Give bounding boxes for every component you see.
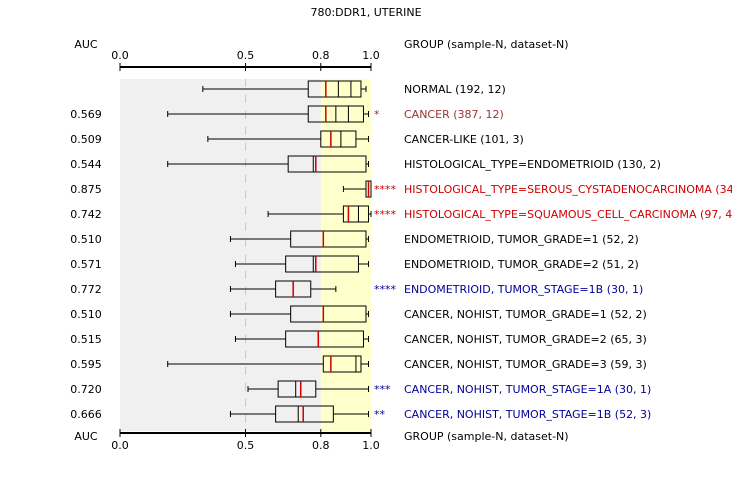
group-label: ENDOMETRIOID, TUMOR_STAGE=1B (30, 1): [404, 283, 643, 296]
group-label: HISTOLOGICAL_TYPE=SQUAMOUS_CELL_CARCINOM…: [404, 208, 732, 221]
box-row: 0.515 CANCER, NOHIST, TUMOR_GRADE=2 (65, …: [70, 330, 647, 348]
auc-value: 0.772: [70, 283, 102, 296]
box: [307, 80, 362, 98]
axis-top: 0.0 0.5 0.8 1.0: [111, 49, 380, 71]
auc-value: 0.875: [70, 183, 102, 196]
group-label: NORMAL (192, 12): [404, 83, 506, 96]
auc-value: 0.595: [70, 358, 102, 371]
box-row: 0.772 **** ENDOMETRIOID, TUMOR_STAGE=1B (3…: [70, 280, 643, 298]
box-row: 0.510 ENDOMETRIOID, TUMOR_GRADE=1 (52, 2): [70, 230, 639, 248]
group-label: ENDOMETRIOID, TUMOR_GRADE=1 (52, 2): [404, 233, 639, 246]
box: [322, 355, 362, 373]
box: [285, 330, 364, 348]
box: [290, 305, 367, 323]
significance-stars: ****: [374, 183, 397, 196]
axis-tick-label: 0.0: [111, 49, 129, 62]
box-row: 0.510 CANCER, NOHIST, TUMOR_GRADE=1 (52, …: [70, 305, 647, 323]
box: [290, 230, 367, 248]
box: [287, 155, 367, 173]
significance-stars: **: [374, 408, 386, 421]
auc-header-bottom: AUC: [74, 430, 98, 443]
axis-tick-label: 0.5: [237, 439, 255, 452]
axis-tick-label: 1.0: [362, 49, 380, 62]
auc-value: 0.510: [70, 233, 102, 246]
axis-tick-label: 0.8: [312, 49, 330, 62]
box-row: 0.875 **** HISTOLOGICAL_TYPE=SEROUS_CYSTAD…: [70, 180, 732, 198]
axis-tick-label: 0.0: [111, 439, 129, 452]
box: [275, 405, 334, 423]
group-label: CANCER, NOHIST, TUMOR_STAGE=1A (30, 1): [404, 383, 651, 396]
group-label: CANCER, NOHIST, TUMOR_GRADE=3 (59, 3): [404, 358, 647, 371]
auc-header-top: AUC: [74, 38, 98, 51]
group-label: CANCER (387, 12): [404, 108, 504, 121]
auc-value: 0.509: [70, 133, 102, 146]
auc-value: 0.742: [70, 208, 102, 221]
group-header-top: GROUP (sample-N, dataset-N): [404, 38, 569, 51]
box: [320, 130, 357, 148]
box-row: 0.742 **** HISTOLOGICAL_TYPE=SQUAMOUS_CELL…: [70, 205, 732, 223]
group-label: CANCER, NOHIST, TUMOR_GRADE=1 (52, 2): [404, 308, 647, 321]
axis-tick-label: 1.0: [362, 439, 380, 452]
box-row: NORMAL (192, 12): [202, 80, 506, 98]
auc-value: 0.720: [70, 383, 102, 396]
significance-stars: ****: [374, 283, 397, 296]
box-row: 0.666 ** CANCER, NOHIST, TUMOR_STAGE=1B (5…: [70, 405, 651, 423]
gray-region: [120, 79, 321, 431]
group-label: HISTOLOGICAL_TYPE=ENDOMETRIOID (130, 2): [404, 158, 661, 171]
box-row: 0.595 CANCER, NOHIST, TUMOR_GRADE=3 (59, …: [70, 355, 647, 373]
auc-value: 0.515: [70, 333, 102, 346]
significance-stars: *: [374, 108, 380, 121]
group-label: CANCER, NOHIST, TUMOR_GRADE=2 (65, 3): [404, 333, 647, 346]
auc-value: 0.666: [70, 408, 102, 421]
significance-stars: ****: [374, 208, 397, 221]
axis-tick-label: 0.5: [237, 49, 255, 62]
box-row: 0.509 CANCER-LIKE (101, 3): [70, 130, 524, 148]
group-label: CANCER-LIKE (101, 3): [404, 133, 524, 146]
chart-title: 780:DDR1, UTERINE: [310, 6, 421, 19]
group-header-bottom: GROUP (sample-N, dataset-N): [404, 430, 569, 443]
axis-tick-label: 0.8: [312, 439, 330, 452]
box-row: 0.569 * CANCER (387, 12): [70, 105, 504, 123]
group-label: ENDOMETRIOID, TUMOR_GRADE=2 (51, 2): [404, 258, 639, 271]
group-label: HISTOLOGICAL_TYPE=SEROUS_CYSTADENOCARCIN…: [404, 183, 732, 196]
highlight-region: [320, 79, 371, 431]
box-row: 0.544 HISTOLOGICAL_TYPE=ENDOMETRIOID (130…: [70, 155, 661, 173]
auc-value: 0.569: [70, 108, 102, 121]
box: [277, 380, 317, 398]
auc-value: 0.510: [70, 308, 102, 321]
box-row: 0.720 *** CANCER, NOHIST, TUMOR_STAGE=1A (…: [70, 380, 651, 398]
auc-value: 0.571: [70, 258, 102, 271]
box-row: 0.571 ENDOMETRIOID, TUMOR_GRADE=2 (51, 2): [70, 255, 639, 273]
box: [342, 205, 369, 223]
group-label: CANCER, NOHIST, TUMOR_STAGE=1B (52, 3): [404, 408, 651, 421]
auc-value: 0.544: [70, 158, 102, 171]
axis-bottom: 0.0 0.5 0.8 1.0: [111, 429, 380, 452]
significance-stars: ***: [374, 383, 391, 396]
box: [285, 255, 359, 273]
